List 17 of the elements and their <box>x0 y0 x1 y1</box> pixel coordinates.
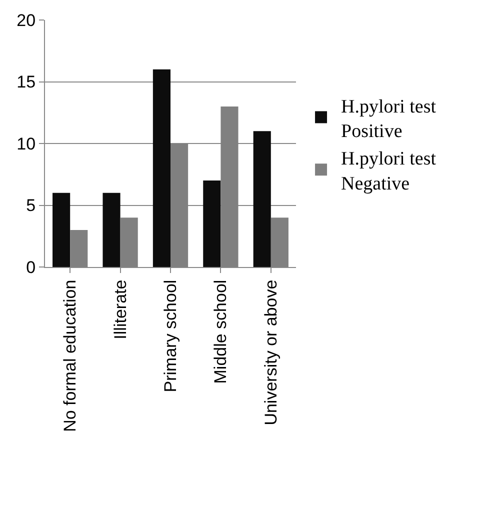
y-tick-label: 0 <box>26 258 36 277</box>
x-tick-label: Illiterate <box>110 280 130 340</box>
y-tick-label: 15 <box>16 72 36 92</box>
x-tick-label: Middle school <box>211 280 230 384</box>
y-tick-label: 20 <box>16 10 36 30</box>
legend-label: H.pylori test Positive <box>341 96 437 142</box>
bar <box>203 180 221 267</box>
y-tick-label: 10 <box>16 134 36 154</box>
bar <box>253 131 271 267</box>
x-tick-label: No formal education <box>60 280 80 432</box>
bar <box>152 69 170 267</box>
bar <box>102 192 120 267</box>
y-tick-label: 5 <box>26 196 36 216</box>
x-tick-label: University or above <box>261 280 280 426</box>
bar <box>52 192 70 267</box>
x-tick-label: Primary school <box>161 280 180 392</box>
legend-label: H.pylori test Negative <box>341 148 437 194</box>
